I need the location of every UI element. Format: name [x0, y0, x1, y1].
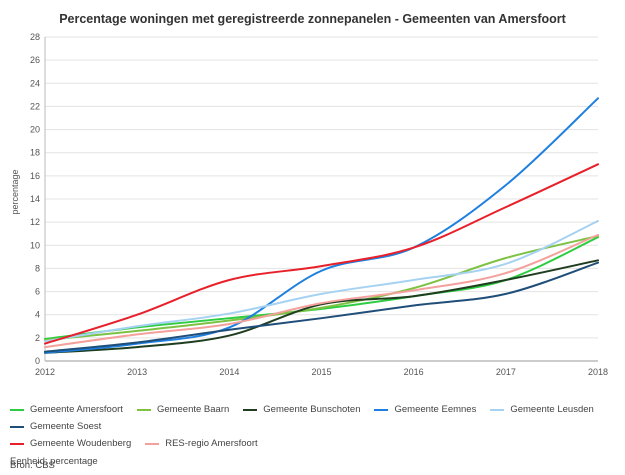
- legend-swatch: [374, 408, 389, 411]
- series-line-gemeente-amersfoort: [44, 236, 599, 341]
- legend-label: Gemeente Amersfoort: [30, 404, 123, 415]
- y-tick-label: 0: [35, 356, 40, 366]
- series-line-res-regio-amersfoort: [44, 233, 599, 349]
- y-tick-label: 18: [30, 148, 40, 158]
- legend-swatch: [136, 408, 151, 411]
- legend-label: Gemeente Woudenberg: [30, 438, 132, 449]
- y-tick-label: 26: [30, 55, 40, 65]
- gridlines: [44, 36, 598, 362]
- x-tick-label: 2018: [588, 367, 608, 377]
- series-line-gemeente-baarn: [44, 235, 599, 342]
- legend-item[interactable]: Gemeente Eemnes: [374, 404, 476, 415]
- legend-swatch: [490, 408, 505, 411]
- y-tick-label: 4: [35, 310, 40, 320]
- legend-row: Gemeente Amersfoort Gemeente Baarn Gemeent…: [10, 404, 620, 438]
- legend-item[interactable]: Gemeente Bunschoten: [243, 404, 360, 415]
- series-line-gemeente-bunschoten: [44, 259, 599, 354]
- y-tick-label: 2: [35, 333, 40, 343]
- legend-swatch: [10, 442, 24, 445]
- x-tick-label: 2013: [127, 367, 147, 377]
- series-line-gemeente-woudenberg: [44, 163, 599, 345]
- unit-note: Eenheid: percentage: [10, 456, 98, 467]
- series-line-gemeente-soest: [44, 261, 599, 353]
- legend-label: Gemeente Leusden: [510, 404, 594, 415]
- legend-item[interactable]: Gemeente Amersfoort: [10, 404, 123, 415]
- y-tick-label: 10: [30, 240, 40, 250]
- x-axis-ticks: 2012 2013 2014 2015 2016 2017 2018: [35, 367, 608, 377]
- legend-item[interactable]: Gemeente Leusden: [490, 404, 594, 415]
- x-tick-label: 2014: [219, 367, 239, 377]
- series-lines: [44, 97, 599, 354]
- y-tick-label: 20: [30, 125, 40, 135]
- y-axis-label: percentage: [10, 169, 20, 214]
- source-note: Bron: CBS: [10, 460, 55, 471]
- legend-swatch: [145, 442, 160, 445]
- series-line-gemeente-leusden: [44, 219, 599, 343]
- legend-label: Gemeente Soest: [30, 421, 102, 432]
- y-tick-label: 28: [30, 32, 40, 42]
- legend-label: Gemeente Bunschoten: [263, 404, 361, 415]
- legend-label: RES-regio Amersfoort: [165, 438, 258, 449]
- x-tick-label: 2016: [404, 367, 424, 377]
- y-tick-label: 16: [30, 171, 40, 181]
- y-tick-label: 8: [35, 263, 40, 273]
- y-tick-label: 12: [30, 217, 40, 227]
- y-tick-label: 6: [35, 287, 40, 297]
- legend-item[interactable]: RES-regio Amersfoort: [145, 438, 258, 449]
- x-tick-label: 2015: [311, 367, 331, 377]
- legend-item[interactable]: Gemeente Soest: [10, 421, 101, 432]
- legend-item[interactable]: Gemeente Baarn: [136, 404, 230, 415]
- chart-title: Percentage woningen met geregistreerde z…: [59, 12, 566, 26]
- legend-swatch: [10, 408, 24, 411]
- legend: Gemeente Amersfoort Gemeente Baarn Gemeent…: [10, 404, 620, 467]
- y-tick-label: 14: [30, 194, 40, 204]
- y-tick-label: 24: [30, 78, 40, 88]
- x-tick-label: 2017: [496, 367, 516, 377]
- legend-row: Gemeente Woudenberg RES-regio Amersfoort: [10, 438, 620, 455]
- legend-swatch: [243, 408, 258, 411]
- y-tick-label: 22: [30, 101, 40, 111]
- x-tick-label: 2012: [35, 367, 55, 377]
- legend-item[interactable]: Gemeente Woudenberg: [10, 438, 131, 449]
- legend-label: Gemeente Eemnes: [394, 404, 477, 415]
- legend-label: Gemeente Baarn: [156, 404, 230, 415]
- series-line-gemeente-eemnes: [44, 97, 599, 354]
- legend-swatch: [10, 425, 24, 428]
